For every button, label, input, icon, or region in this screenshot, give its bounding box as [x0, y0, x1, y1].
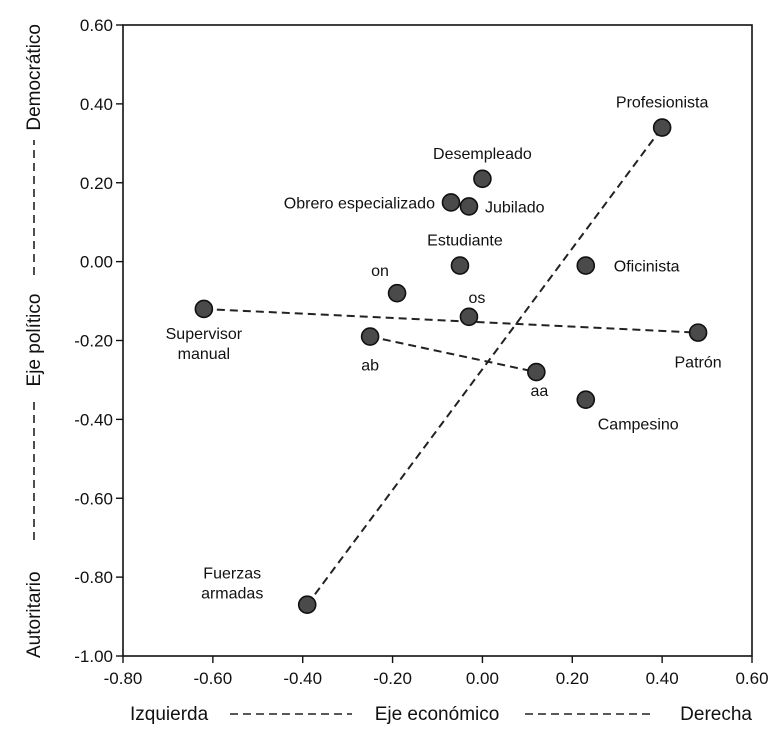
y-tick-label: 0.20 — [80, 174, 113, 193]
data-point — [297, 595, 317, 615]
data-point — [360, 327, 380, 346]
x-tick-label: -0.80 — [104, 669, 143, 688]
point-label: Obrero especializado — [284, 195, 435, 212]
point-label: ab — [361, 358, 379, 375]
dashed-connector-line — [369, 335, 537, 374]
data-point — [194, 299, 214, 319]
data-point — [441, 193, 461, 212]
point-label: Desempleado — [433, 146, 532, 163]
y-tick-label: 0.60 — [80, 16, 113, 35]
x-axis-title: Eje económico — [375, 704, 500, 725]
y-tick-label: 0.40 — [80, 95, 113, 114]
y-tick-label: -0.60 — [74, 489, 113, 508]
point-label: on — [371, 263, 389, 280]
point-label: Profesionista — [616, 95, 709, 112]
y-axis-bottom-label: Autoritario — [24, 571, 45, 658]
x-tick-label: -0.60 — [193, 669, 232, 688]
point-label: Estudiante — [427, 233, 503, 250]
y-tick-label: 0.00 — [80, 253, 113, 272]
point-label: armadas — [201, 586, 263, 603]
point-label: Supervisor — [166, 326, 243, 343]
dashed-connector-line — [306, 126, 663, 606]
point-label: Jubilado — [485, 199, 545, 216]
point-label: Oficinista — [614, 259, 680, 276]
data-point — [459, 197, 479, 216]
x-tick-label: 0.00 — [466, 669, 499, 688]
x-tick-label: 0.40 — [646, 669, 679, 688]
point-label: os — [468, 290, 485, 307]
x-tick-label: -0.20 — [373, 669, 412, 688]
y-tick-label: -1.00 — [74, 647, 113, 666]
data-point — [652, 118, 672, 137]
dashed-connector-line — [203, 307, 699, 334]
point-label: manual — [178, 346, 230, 363]
data-point — [387, 283, 407, 303]
y-axis-title-group: Autoritario Eje político Democrático — [24, 24, 45, 658]
x-tick-label: 0.20 — [556, 669, 589, 688]
y-tick-label: -0.40 — [74, 410, 113, 429]
data-point — [459, 307, 479, 327]
y-tick-label: -0.80 — [74, 568, 113, 587]
y-axis-top-label: Democrático — [24, 24, 45, 131]
x-tick-label: -0.40 — [283, 669, 322, 688]
y-tick-label: -0.20 — [74, 332, 113, 351]
point-label: Patrón — [675, 355, 722, 372]
data-point — [473, 169, 492, 189]
y-axis-title: Eje político — [24, 294, 45, 387]
point-label: Fuerzas — [203, 566, 261, 583]
data-point — [576, 390, 596, 409]
data-point — [527, 362, 546, 382]
x-axis-left-label: Izquierda — [130, 704, 209, 725]
data-point — [576, 256, 596, 275]
x-axis-right-label: Derecha — [680, 704, 752, 725]
point-label: Campesino — [598, 417, 679, 434]
data-point — [688, 323, 708, 342]
data-point — [450, 256, 470, 275]
x-tick-label: 0.60 — [735, 669, 768, 688]
point-label: aa — [530, 383, 548, 400]
